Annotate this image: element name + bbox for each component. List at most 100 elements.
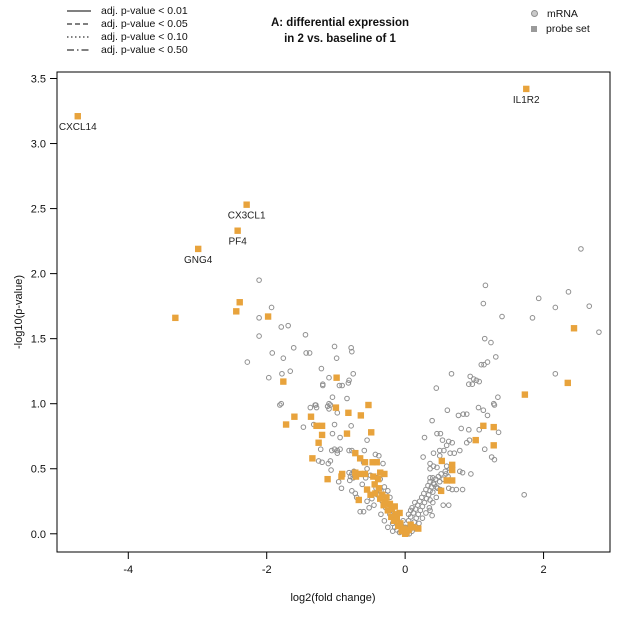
probeset-point bbox=[384, 507, 392, 514]
gene-label: CX3CL1 bbox=[228, 211, 266, 222]
mrna-point bbox=[364, 498, 370, 505]
marker-legend-item: probe set bbox=[530, 21, 590, 36]
mrna-point bbox=[427, 507, 433, 514]
pvalue-legend-item: adj. p-value < 0.50 bbox=[66, 43, 188, 56]
mrna-point bbox=[412, 499, 418, 506]
mrna-point bbox=[334, 447, 341, 454]
x-tick-label: -2 bbox=[262, 564, 272, 576]
probeset-point bbox=[396, 509, 403, 517]
mrna-point bbox=[480, 407, 487, 414]
mrna-point bbox=[458, 425, 464, 432]
mrna-point bbox=[481, 361, 487, 368]
mrna-point bbox=[364, 437, 370, 443]
probeset-point bbox=[564, 379, 571, 387]
gene-point bbox=[523, 85, 530, 93]
mrna-point bbox=[290, 344, 297, 351]
gene-point bbox=[243, 201, 250, 208]
mrna-point bbox=[521, 491, 527, 498]
mrna-point bbox=[416, 520, 422, 527]
dotted-line-icon bbox=[67, 36, 91, 38]
pvalue-threshold-legend: adj. p-value < 0.01 adj. p-value < 0.05 ad… bbox=[66, 4, 188, 56]
mrna-point bbox=[344, 395, 350, 402]
mrna-point bbox=[348, 423, 354, 429]
probeset-point bbox=[400, 525, 407, 532]
probeset-point bbox=[437, 487, 445, 495]
solid-line-icon bbox=[67, 10, 91, 12]
y-tick-label: 3.0 bbox=[31, 139, 46, 151]
mrna-point bbox=[529, 315, 536, 321]
pvalue-legend-label: adj. p-value < 0.50 bbox=[101, 43, 188, 56]
y-tick-label: 3.5 bbox=[31, 74, 46, 86]
mrna-point bbox=[277, 402, 283, 408]
mrna-point bbox=[306, 350, 313, 356]
dashdot-line-icon bbox=[67, 49, 91, 51]
probeset-point bbox=[438, 457, 446, 465]
probeset-point bbox=[381, 499, 389, 506]
mrna-point bbox=[278, 324, 285, 330]
probeset-point bbox=[352, 449, 359, 457]
probeset-point bbox=[361, 470, 369, 478]
probeset-point bbox=[448, 461, 456, 469]
mrna-point bbox=[466, 381, 472, 387]
mrna-point bbox=[319, 382, 326, 389]
mrna-point bbox=[430, 463, 437, 469]
mrna-point bbox=[448, 370, 455, 377]
mrna-point bbox=[336, 382, 343, 389]
mrna-point bbox=[463, 411, 470, 417]
pvalue-legend-label: adj. p-value < 0.05 bbox=[101, 17, 188, 30]
probeset-point bbox=[392, 511, 399, 518]
mrna-point bbox=[303, 350, 309, 356]
mrna-point bbox=[327, 458, 334, 464]
mrna-point bbox=[427, 460, 433, 467]
mrna-point bbox=[307, 404, 314, 411]
mrna-point bbox=[337, 446, 343, 453]
mrna-point bbox=[430, 489, 436, 495]
mrna-point bbox=[328, 467, 334, 473]
marker-legend-item: mRNA bbox=[530, 6, 590, 21]
mrna-point bbox=[349, 348, 355, 355]
marker-legend: mRNA probe set bbox=[530, 6, 590, 36]
mrna-point bbox=[429, 417, 435, 424]
mrna-point bbox=[313, 404, 320, 411]
y-tick-label: 2.0 bbox=[31, 269, 46, 281]
mrna-point bbox=[429, 512, 435, 519]
mrna-point bbox=[453, 486, 460, 493]
probeset-point bbox=[324, 475, 331, 483]
probeset-point bbox=[570, 325, 578, 332]
mrna-point bbox=[302, 331, 309, 338]
plot-title-line1: A: differential expression bbox=[270, 17, 410, 29]
gene-label: PF4 bbox=[228, 237, 247, 248]
mrna-point bbox=[327, 402, 334, 408]
mrna-point bbox=[366, 504, 372, 511]
probeset-point bbox=[386, 500, 394, 508]
probeset-point bbox=[356, 455, 364, 462]
mrna-point bbox=[459, 469, 466, 476]
mrna-point bbox=[376, 452, 382, 459]
mrna-point bbox=[466, 426, 472, 433]
y-axis-label: -log10(p-value) bbox=[13, 275, 25, 349]
mrna-point bbox=[449, 439, 455, 446]
mrna-circle-icon bbox=[531, 10, 538, 17]
mrna-point bbox=[445, 438, 452, 445]
probeset-point bbox=[443, 477, 450, 484]
probeset-point bbox=[356, 470, 364, 478]
mrna-point bbox=[359, 481, 366, 488]
mrna-point bbox=[436, 452, 443, 459]
mrna-point bbox=[326, 400, 332, 407]
mrna-point bbox=[329, 430, 336, 437]
probeset-point bbox=[313, 422, 320, 430]
mrna-point bbox=[407, 514, 414, 520]
mrna-point bbox=[552, 304, 559, 311]
mrna-point bbox=[491, 402, 498, 408]
mrna-point bbox=[451, 450, 458, 456]
probeset-point bbox=[352, 473, 360, 480]
mrna-point bbox=[444, 407, 451, 414]
mrna-point bbox=[265, 374, 272, 381]
probeset-point bbox=[377, 469, 384, 476]
mrna-point bbox=[476, 426, 482, 433]
mrna-point bbox=[469, 381, 476, 387]
mrna-point bbox=[443, 463, 450, 469]
mrna-point bbox=[457, 447, 463, 454]
mrna-point bbox=[345, 380, 352, 386]
probeset-point bbox=[367, 491, 374, 498]
